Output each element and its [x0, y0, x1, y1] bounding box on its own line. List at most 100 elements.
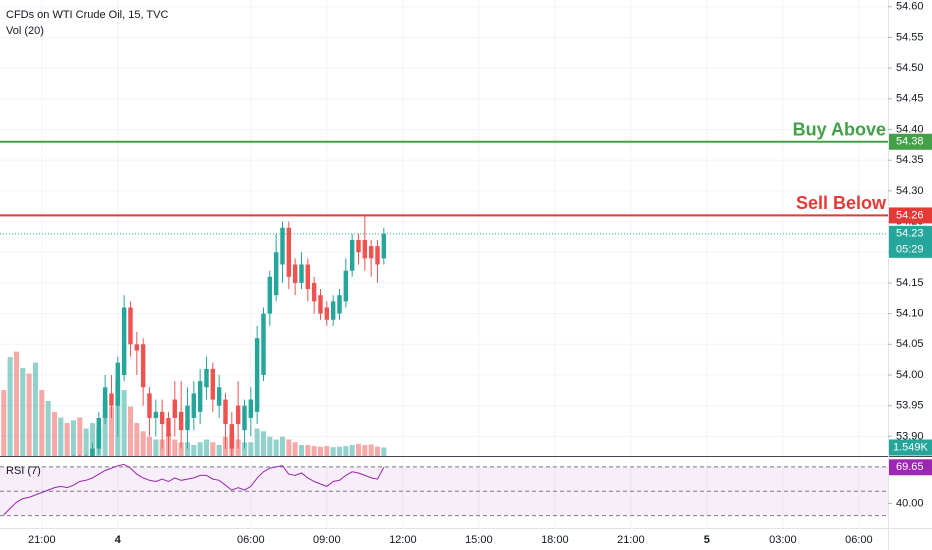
- rsi-legend: RSI (7): [6, 465, 41, 477]
- y-tick-label: 54.10: [896, 308, 924, 320]
- candle-body: [197, 381, 203, 412]
- x-tick-label: 21:00: [28, 534, 56, 546]
- countdown: 05:29: [896, 244, 924, 256]
- rsi-pane: [0, 463, 888, 517]
- volume-bar: [248, 442, 254, 456]
- candle-body: [368, 246, 374, 259]
- volume-bar: [127, 406, 134, 456]
- volume-bar: [140, 431, 146, 456]
- x-tick-label: 12:00: [389, 534, 417, 546]
- volume-bar: [311, 446, 317, 456]
- y-tick-label: 54.50: [896, 62, 924, 74]
- volume-bar: [178, 442, 184, 456]
- candle-body: [375, 246, 380, 265]
- volume-bar: [172, 439, 178, 456]
- volume-bar: [336, 446, 343, 456]
- volume-bar: [89, 423, 96, 456]
- volume-bar: [83, 428, 89, 456]
- volume-bar: [26, 373, 32, 456]
- volume-bar: [203, 439, 210, 456]
- volume-bar: [216, 445, 222, 456]
- price-label: 54.23: [896, 228, 924, 240]
- candle-body: [223, 399, 228, 425]
- y-tick-label: 54.55: [896, 31, 924, 43]
- volume-bar: [298, 445, 305, 456]
- price-pane: [0, 140, 888, 456]
- candle-body: [147, 393, 152, 418]
- price-label-box: [889, 225, 932, 258]
- volume-bar: [197, 442, 203, 456]
- volume-bar: [343, 446, 349, 456]
- candle-body: [318, 295, 323, 314]
- candle-body: [102, 387, 108, 418]
- candle-body: [324, 307, 330, 320]
- candle-body: [248, 399, 254, 418]
- candle-body: [178, 411, 184, 431]
- chart-title: CFDs on WTI Crude Oil, 15, TVC: [6, 9, 168, 21]
- candle-body: [128, 307, 133, 345]
- price-label-box: [889, 207, 932, 224]
- candle-body: [273, 252, 279, 296]
- x-tick-label: 15:00: [465, 534, 493, 546]
- x-tick-label: 03:00: [769, 534, 797, 546]
- y-tick-label: 54.15: [896, 277, 924, 289]
- volume-bar: [330, 447, 336, 456]
- volume-bar: [77, 417, 83, 456]
- candle-body: [362, 239, 368, 259]
- volume-bar: [32, 362, 39, 456]
- candle-body: [261, 313, 266, 375]
- candle-body: [191, 393, 197, 418]
- volume-bar: [121, 390, 127, 456]
- candle-body: [185, 405, 190, 431]
- x-tick-label: 06:00: [237, 534, 265, 546]
- candle-body: [121, 307, 127, 375]
- candle-body: [242, 405, 247, 431]
- volume-bar: [260, 431, 267, 456]
- x-tick-label: 5: [704, 534, 710, 546]
- candle-body: [204, 368, 209, 388]
- candle-body: [337, 295, 342, 314]
- candle-body: [381, 233, 387, 259]
- candle-body: [280, 227, 285, 265]
- candle-body: [286, 227, 292, 277]
- y-tick-label: 54.60: [896, 1, 924, 13]
- candle-body: [311, 282, 317, 302]
- volume-bar: [355, 443, 362, 456]
- volume-bar: [368, 444, 374, 456]
- price-label: 54.38: [896, 136, 924, 148]
- volume-label: 1.549K: [893, 441, 929, 453]
- candle-body: [305, 264, 311, 290]
- x-tick-label: 09:00: [313, 534, 341, 546]
- volume-legend: Vol (20): [6, 25, 44, 37]
- rsi-label-box: [889, 459, 932, 476]
- volume-bar: [13, 351, 20, 456]
- candle-body: [292, 264, 298, 283]
- y-tick-label: 40.00: [896, 497, 924, 509]
- volume-bar: [108, 406, 115, 456]
- volume-bar: [254, 428, 260, 456]
- candle-body: [330, 301, 336, 320]
- volume-bar: [362, 445, 368, 456]
- candle-body: [166, 417, 171, 437]
- volume-bar: [58, 417, 64, 456]
- y-tick-label: 54.35: [896, 154, 924, 166]
- candle-body: [229, 424, 235, 449]
- volume-bar: [146, 436, 153, 456]
- y-tick-label: 53.95: [896, 400, 924, 412]
- volume-bar: [51, 412, 58, 456]
- rsi-line: [3, 463, 385, 516]
- volume-bar: [273, 439, 279, 456]
- candle-body: [267, 276, 273, 314]
- candle-body: [299, 264, 304, 283]
- volume-bar: [324, 446, 330, 456]
- x-tick-label: 4: [115, 534, 122, 546]
- candle-body: [235, 405, 241, 425]
- y-tick-label: 54.05: [896, 338, 924, 350]
- volume-bar: [153, 439, 159, 456]
- candle-body: [210, 368, 216, 400]
- candle-body: [172, 399, 178, 418]
- volume-bar: [102, 401, 108, 456]
- x-tick-label: 21:00: [617, 534, 645, 546]
